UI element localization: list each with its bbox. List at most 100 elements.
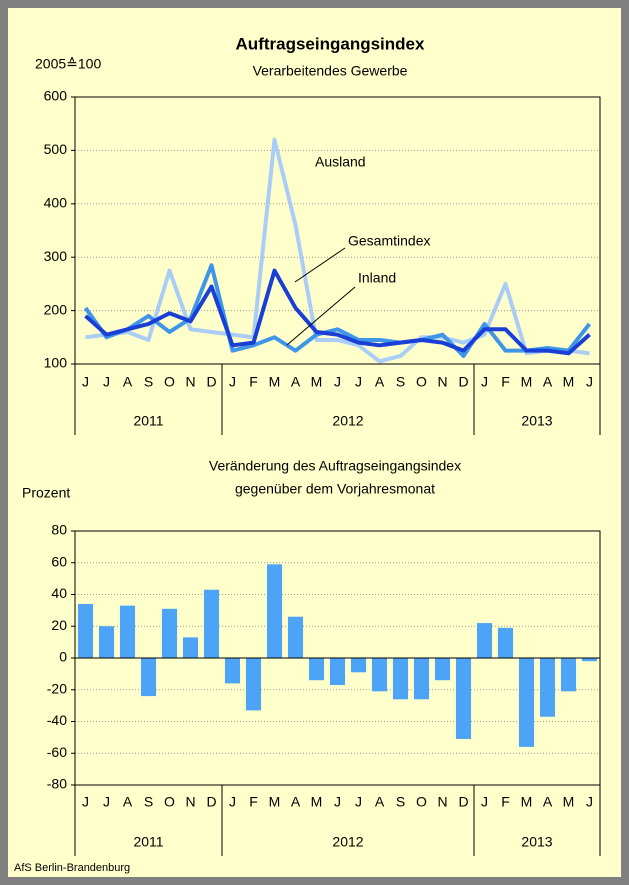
x-tick-label: J [355,374,362,390]
bar [350,658,367,673]
group-label: 2013 [521,413,552,429]
chart-title: gegenüber dem Vorjahresmonat [235,481,435,497]
x-tick-label: N [185,374,195,390]
group-label: 2013 [521,834,552,850]
y-tick-label: 20 [51,617,67,633]
x-tick-label: S [396,374,405,390]
x-tick-label: A [543,374,553,390]
x-tick-label: J [82,794,89,810]
group-label: 2011 [133,413,163,429]
x-tick-label: M [269,794,281,810]
x-tick-label: J [586,794,593,810]
line-series [83,263,592,358]
y-tick-label: 200 [44,301,68,317]
bar [245,658,262,711]
bar [476,623,493,658]
x-tick-label: J [481,374,488,390]
bar [224,658,241,684]
x-tick-label: F [501,794,510,810]
x-tick-label: F [249,374,258,390]
group-label: 2012 [332,834,363,850]
y-tick-label: 40 [51,585,67,601]
x-tick-label: D [206,374,216,390]
y-tick-label: 0 [59,649,67,665]
bar [434,658,451,681]
y-tick-label: 100 [44,355,68,371]
y-tick-label: 500 [44,141,68,157]
x-tick-label: A [543,794,553,810]
x-tick-label: A [375,374,385,390]
bar [182,637,199,658]
bar [308,658,325,681]
plot-frame [74,96,601,365]
y-tick-label: -20 [47,680,67,696]
bar [77,604,94,658]
chart-title: Auftragseingangsindex [236,34,425,53]
x-tick-label: A [375,794,385,810]
x-tick-label: J [586,374,593,390]
chart-title: Veränderung des Auftragseingangsindex [209,458,461,474]
panel-background [8,8,621,877]
x-tick-label: M [521,794,533,810]
x-tick-label: J [355,794,362,810]
x-tick-label: S [144,794,153,810]
bar [203,589,220,658]
bar [98,626,115,658]
y-tick-label: 300 [44,248,68,264]
line-series [85,137,590,364]
x-tick-label: A [123,794,133,810]
bar [518,658,535,747]
x-tick-label: F [501,374,510,390]
x-tick-label: O [416,794,427,810]
bar [497,627,514,658]
x-tick-label: M [311,794,323,810]
x-tick-label: N [437,374,447,390]
annotation: Ausland [315,154,366,170]
x-tick-label: J [103,374,110,390]
bar [455,658,472,739]
bar [329,658,346,685]
group-label: 2011 [133,834,163,850]
annotation: Gesamtindex [348,233,430,249]
y-tick-label: 80 [51,522,67,538]
x-tick-label: J [103,794,110,810]
x-tick-label: J [334,794,341,810]
y-tick-label: 60 [51,553,67,569]
bar [539,658,556,717]
x-tick-label: D [458,794,468,810]
bar [560,658,577,692]
bar [287,616,304,658]
x-tick-label: A [291,374,301,390]
x-tick-label: O [164,374,175,390]
x-tick-label: D [206,794,216,810]
bar [266,564,283,658]
bar [140,658,157,697]
annotation-leader [294,247,346,283]
x-tick-label: N [437,794,447,810]
y-tick-label: -80 [47,776,67,792]
x-tick-label: A [291,794,301,810]
chart-subtitle: Verarbeitendes Gewerbe [253,63,408,79]
line-series [84,268,591,356]
x-tick-label: N [185,794,195,810]
x-tick-label: O [164,794,175,810]
x-tick-label: J [82,374,89,390]
y-tick-label: -40 [47,712,67,728]
x-tick-label: M [563,794,575,810]
annotation: Inland [358,270,396,286]
x-tick-label: M [521,374,533,390]
x-tick-label: M [311,374,323,390]
y-tick-label: -60 [47,744,67,760]
bar [413,658,430,700]
bar [392,658,409,700]
annotation-leader [286,286,356,346]
x-tick-label: J [229,374,236,390]
x-tick-label: O [416,374,427,390]
x-tick-label: S [144,374,153,390]
y-tick-label: 600 [44,88,68,104]
x-tick-label: J [334,374,341,390]
bar [119,605,136,658]
bar [581,658,598,662]
bar [161,608,178,658]
